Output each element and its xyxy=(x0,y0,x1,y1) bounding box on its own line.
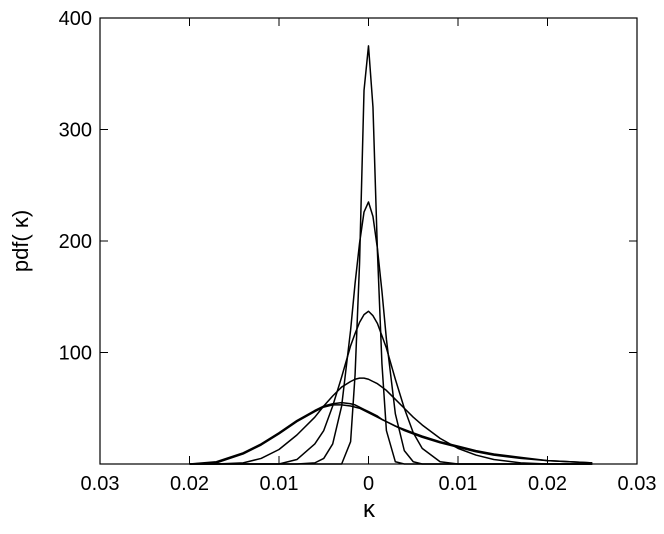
y-axis-label: pdf( κ) xyxy=(8,210,33,272)
y-tick-label: 100 xyxy=(59,343,92,365)
x-tick-label: 0 xyxy=(363,473,374,495)
x-tick-label: 0.02 xyxy=(170,473,209,495)
y-tick-label: 400 xyxy=(59,8,92,30)
series-line xyxy=(189,45,593,465)
x-tick-label: 0.01 xyxy=(439,473,478,495)
x-axis-label: κ xyxy=(363,496,376,523)
y-tick-label: 300 xyxy=(59,120,92,142)
series-line xyxy=(189,401,593,465)
x-tick-label: 0.01 xyxy=(260,473,299,495)
plot-frame xyxy=(99,17,638,465)
series-line xyxy=(189,404,593,465)
x-tick-label: 0.03 xyxy=(618,473,657,495)
series-line xyxy=(189,310,593,465)
series-line xyxy=(189,377,593,465)
y-tick-label: 200 xyxy=(59,231,92,253)
x-tick-label: 0.02 xyxy=(528,473,567,495)
x-tick-label: 0.03 xyxy=(81,473,120,495)
